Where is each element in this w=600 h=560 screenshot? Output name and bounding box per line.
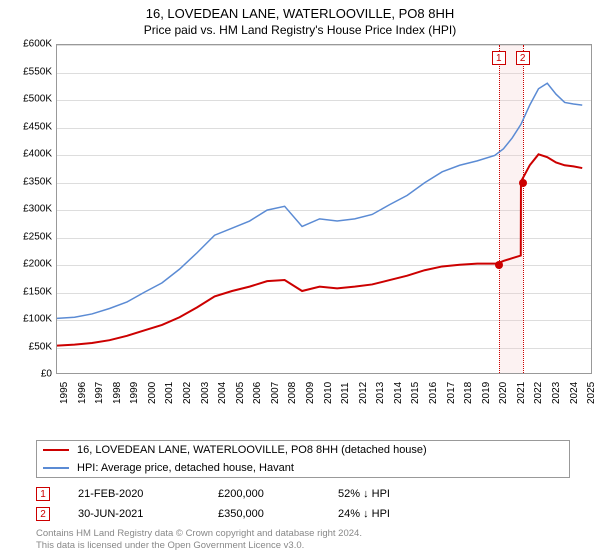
event-hpi: 52% ↓ HPI bbox=[338, 488, 458, 500]
x-axis-label: 2004 bbox=[217, 382, 228, 404]
event-price: £350,000 bbox=[218, 508, 338, 520]
x-axis-label: 2011 bbox=[340, 382, 351, 404]
x-axis-label: 2018 bbox=[463, 382, 474, 404]
x-axis-label: 2009 bbox=[305, 382, 316, 404]
y-axis-label: £550K bbox=[8, 66, 52, 77]
event-price: £200,000 bbox=[218, 488, 338, 500]
x-axis-label: 2024 bbox=[569, 382, 580, 404]
x-axis-label: 1997 bbox=[94, 382, 105, 404]
y-axis-label: £100K bbox=[8, 314, 52, 325]
y-axis-label: £0 bbox=[8, 369, 52, 380]
x-axis-label: 2003 bbox=[200, 382, 211, 404]
legend-swatch bbox=[43, 449, 69, 451]
event-row: 2 30-JUN-2021 £350,000 24% ↓ HPI bbox=[36, 504, 568, 524]
event-hpi: 24% ↓ HPI bbox=[338, 508, 458, 520]
x-axis-label: 2015 bbox=[410, 382, 421, 404]
x-axis-label: 2012 bbox=[358, 382, 369, 404]
legend-row: HPI: Average price, detached house, Hava… bbox=[37, 459, 569, 477]
event-flag: 1 bbox=[36, 487, 50, 501]
y-axis-label: £600K bbox=[8, 39, 52, 50]
x-axis-label: 2005 bbox=[235, 382, 246, 404]
legend-row: 16, LOVEDEAN LANE, WATERLOOVILLE, PO8 8H… bbox=[37, 441, 569, 459]
x-axis-label: 2017 bbox=[446, 382, 457, 404]
x-axis-label: 2014 bbox=[393, 382, 404, 404]
y-axis-label: £150K bbox=[8, 286, 52, 297]
y-axis-label: £200K bbox=[8, 259, 52, 270]
x-axis-label: 2000 bbox=[147, 382, 158, 404]
y-axis-label: £350K bbox=[8, 176, 52, 187]
data-marker bbox=[519, 179, 527, 187]
chart-area: £0 £50K £100K £150K £200K £250K £300K £350K £400… bbox=[8, 44, 592, 404]
series-property bbox=[57, 154, 582, 345]
x-axis-label: 2008 bbox=[287, 382, 298, 404]
x-axis-label: 2007 bbox=[270, 382, 281, 404]
x-axis-label: 2019 bbox=[481, 382, 492, 404]
y-axis-label: £250K bbox=[8, 231, 52, 242]
event-date: 21-FEB-2020 bbox=[78, 488, 218, 500]
x-axis-label: 1998 bbox=[112, 382, 123, 404]
data-marker bbox=[495, 261, 503, 269]
x-axis-label: 1999 bbox=[129, 382, 140, 404]
legend-box: 16, LOVEDEAN LANE, WATERLOOVILLE, PO8 8H… bbox=[36, 440, 570, 478]
event-row: 1 21-FEB-2020 £200,000 52% ↓ HPI bbox=[36, 484, 568, 504]
y-axis-label: £450K bbox=[8, 121, 52, 132]
x-axis-label: 2021 bbox=[516, 382, 527, 404]
chart-title: 16, LOVEDEAN LANE, WATERLOOVILLE, PO8 8H… bbox=[0, 0, 600, 21]
x-axis-label: 2002 bbox=[182, 382, 193, 404]
legend-label: HPI: Average price, detached house, Hava… bbox=[77, 462, 294, 474]
x-axis-label: 2022 bbox=[533, 382, 544, 404]
plot-area: 12 bbox=[56, 44, 592, 374]
x-axis-label: 2020 bbox=[498, 382, 509, 404]
y-axis-label: £500K bbox=[8, 94, 52, 105]
x-axis-label: 2010 bbox=[323, 382, 334, 404]
legend-swatch bbox=[43, 467, 69, 469]
y-axis-label: £50K bbox=[8, 341, 52, 352]
y-axis-label: £300K bbox=[8, 204, 52, 215]
chart-subtitle: Price paid vs. HM Land Registry's House … bbox=[0, 21, 600, 37]
event-flag-marker: 2 bbox=[516, 51, 530, 65]
x-axis-label: 1995 bbox=[59, 382, 70, 404]
x-axis-label: 2013 bbox=[375, 382, 386, 404]
x-axis-label: 2001 bbox=[164, 382, 175, 404]
x-axis-label: 2016 bbox=[428, 382, 439, 404]
legend-label: 16, LOVEDEAN LANE, WATERLOOVILLE, PO8 8H… bbox=[77, 444, 427, 456]
x-axis-label: 2023 bbox=[551, 382, 562, 404]
event-flag: 2 bbox=[36, 507, 50, 521]
x-axis-label: 2025 bbox=[586, 382, 597, 404]
x-axis-label: 2006 bbox=[252, 382, 263, 404]
event-table: 1 21-FEB-2020 £200,000 52% ↓ HPI 2 30-JU… bbox=[36, 484, 568, 524]
event-date: 30-JUN-2021 bbox=[78, 508, 218, 520]
series-hpi bbox=[57, 83, 582, 318]
x-axis-label: 1996 bbox=[77, 382, 88, 404]
attribution-text: Contains HM Land Registry data © Crown c… bbox=[36, 528, 568, 552]
event-flag-marker: 1 bbox=[492, 51, 506, 65]
y-axis-label: £400K bbox=[8, 149, 52, 160]
